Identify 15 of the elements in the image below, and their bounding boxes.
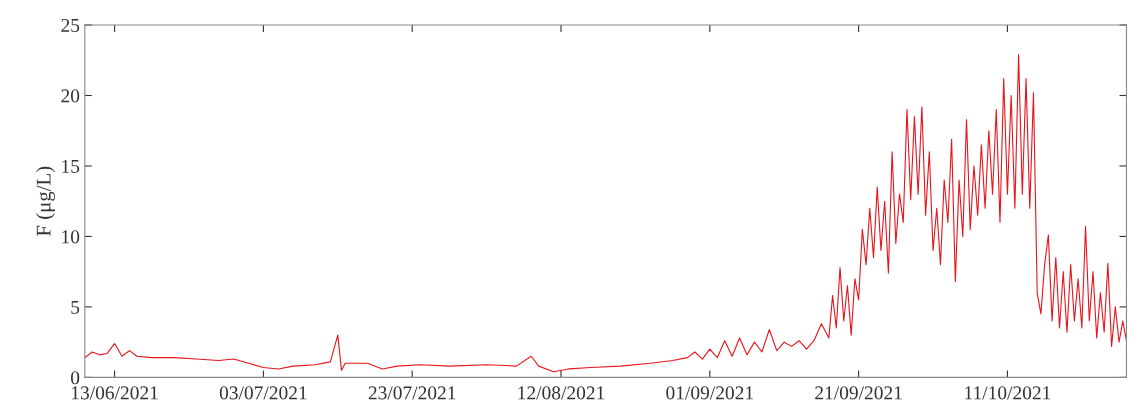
y-tick-label: 10: [62, 230, 80, 244]
x-tick-label: 01/09/2021: [666, 386, 753, 400]
y-tick-label: 20: [61, 89, 80, 103]
x-tick-label: 12/08/2021: [518, 386, 605, 400]
line-series: [84, 54, 1127, 373]
y-tick-label: 0: [70, 371, 80, 385]
x-tick-label: 03/07/2021: [219, 386, 307, 400]
x-tick-label: 23/07/2021: [368, 386, 456, 400]
x-tick-label: 21/09/2021: [815, 386, 902, 400]
y-tick-label: 15: [62, 159, 80, 173]
x-tick-label: 11/10/2021: [965, 386, 1051, 400]
y-tick-label: 25: [61, 18, 80, 32]
y-tick-label: 5: [71, 300, 80, 314]
y-axis-title: F (μg/L): [36, 166, 55, 236]
x-tick-label: 13/06/2021: [72, 386, 158, 400]
